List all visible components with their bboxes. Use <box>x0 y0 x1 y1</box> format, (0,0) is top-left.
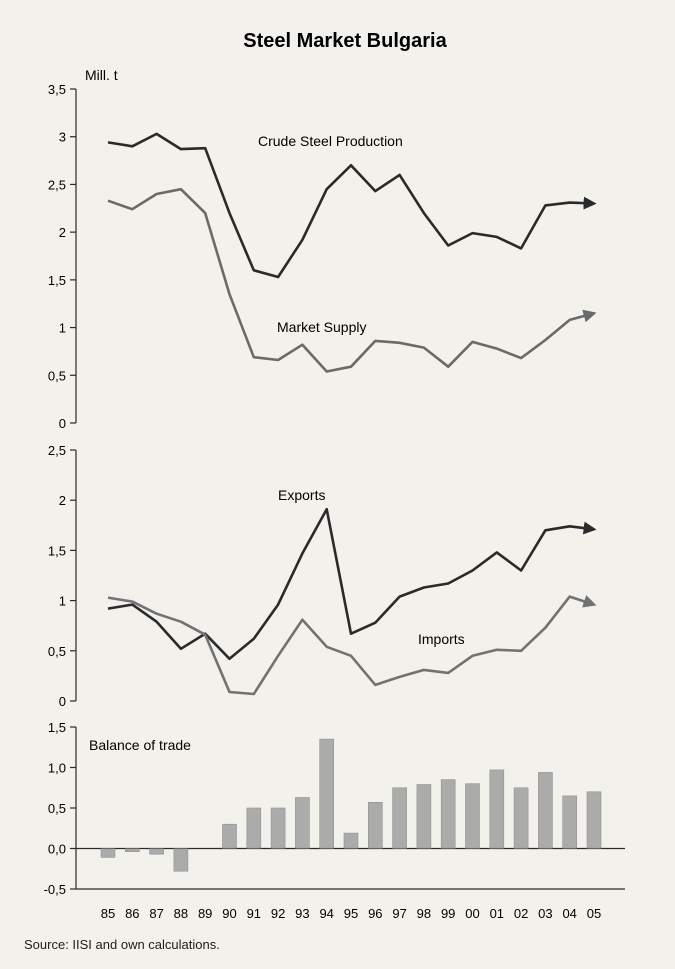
y-tick-label: 1,0 <box>48 761 66 776</box>
bar-05 <box>586 791 602 849</box>
y-tick-label: 0 <box>59 416 66 431</box>
x-tick-label: 90 <box>222 906 236 921</box>
y-tick-label: 3,5 <box>48 82 66 97</box>
bar-94 <box>319 738 335 849</box>
bar-95 <box>343 832 359 849</box>
series-line-exports <box>107 507 597 661</box>
bar-87 <box>149 848 164 855</box>
x-tick-label: 03 <box>538 906 552 921</box>
y-tick-label: -0,5 <box>44 882 66 897</box>
bar-86 <box>125 848 140 853</box>
bar-85 <box>100 848 116 858</box>
x-tick-label: 02 <box>514 906 528 921</box>
y-tick-label: 1 <box>59 594 66 609</box>
x-tick-label: 01 <box>490 906 504 921</box>
bar-92 <box>270 807 286 849</box>
crude-steel-production-label: Crude Steel Production <box>258 133 403 149</box>
series-line-imports <box>107 595 597 696</box>
bar-98 <box>416 784 432 849</box>
y-tick-label: 0,0 <box>48 842 66 857</box>
bar-96 <box>367 801 383 849</box>
y-tick-label: 1,5 <box>48 720 66 735</box>
balance-of-trade-label: Balance of trade <box>89 737 191 753</box>
x-tick-label: 89 <box>198 906 212 921</box>
market-supply-label: Market Supply <box>277 319 366 335</box>
y-tick-label: 1,5 <box>48 543 66 558</box>
x-tick-label: 97 <box>392 906 406 921</box>
chart-title: Steel Market Bulgaria <box>243 30 447 52</box>
x-tick-label: 05 <box>587 906 601 921</box>
y-tick-label: 0,5 <box>48 801 66 816</box>
y-tick-label: 2 <box>59 493 66 508</box>
x-tick-label: 85 <box>101 906 115 921</box>
y-tick-label: 1,5 <box>48 273 66 288</box>
series-line-market-supply <box>107 187 597 373</box>
exports-label: Exports <box>278 487 325 503</box>
y-tick-label: 1 <box>59 321 66 336</box>
y-tick-label: 0,5 <box>48 644 66 659</box>
x-tick-label: 04 <box>562 906 576 921</box>
bar-93 <box>295 797 310 849</box>
y-tick-label: 0,5 <box>48 368 66 383</box>
bar-04 <box>562 795 578 849</box>
y-axis-unit-label: Mill. t <box>85 67 118 83</box>
y-tick-label: 2,5 <box>48 177 66 192</box>
x-tick-label: 99 <box>441 906 455 921</box>
x-tick-label: 88 <box>174 906 188 921</box>
x-tick-label: 87 <box>149 906 163 921</box>
y-tick-label: 3 <box>59 130 66 145</box>
bar-90 <box>222 823 237 849</box>
y-tick-label: 2,5 <box>48 443 66 458</box>
x-tick-label: 93 <box>295 906 309 921</box>
x-tick-label: 86 <box>125 906 139 921</box>
y-tick-label: 2 <box>59 225 66 240</box>
y-tick-label: 0 <box>59 694 66 709</box>
x-tick-label: 98 <box>417 906 431 921</box>
bar-97 <box>392 787 407 849</box>
x-tick-label: 96 <box>368 906 382 921</box>
bar-03 <box>538 772 553 849</box>
bar-00 <box>465 783 480 849</box>
bar-02 <box>513 787 529 849</box>
x-tick-label: 91 <box>247 906 261 921</box>
bar-99 <box>440 779 456 849</box>
x-tick-label: 95 <box>344 906 358 921</box>
source-note: Source: IISI and own calculations. <box>24 937 220 952</box>
bar-91 <box>246 807 262 849</box>
x-tick-label: 94 <box>319 906 333 921</box>
bar-88 <box>173 848 189 872</box>
x-tick-label: 92 <box>271 906 285 921</box>
series-line-crude-steel-production <box>107 132 597 279</box>
x-tick-label: 00 <box>465 906 479 921</box>
bar-01 <box>489 769 505 849</box>
imports-label: Imports <box>418 631 465 647</box>
